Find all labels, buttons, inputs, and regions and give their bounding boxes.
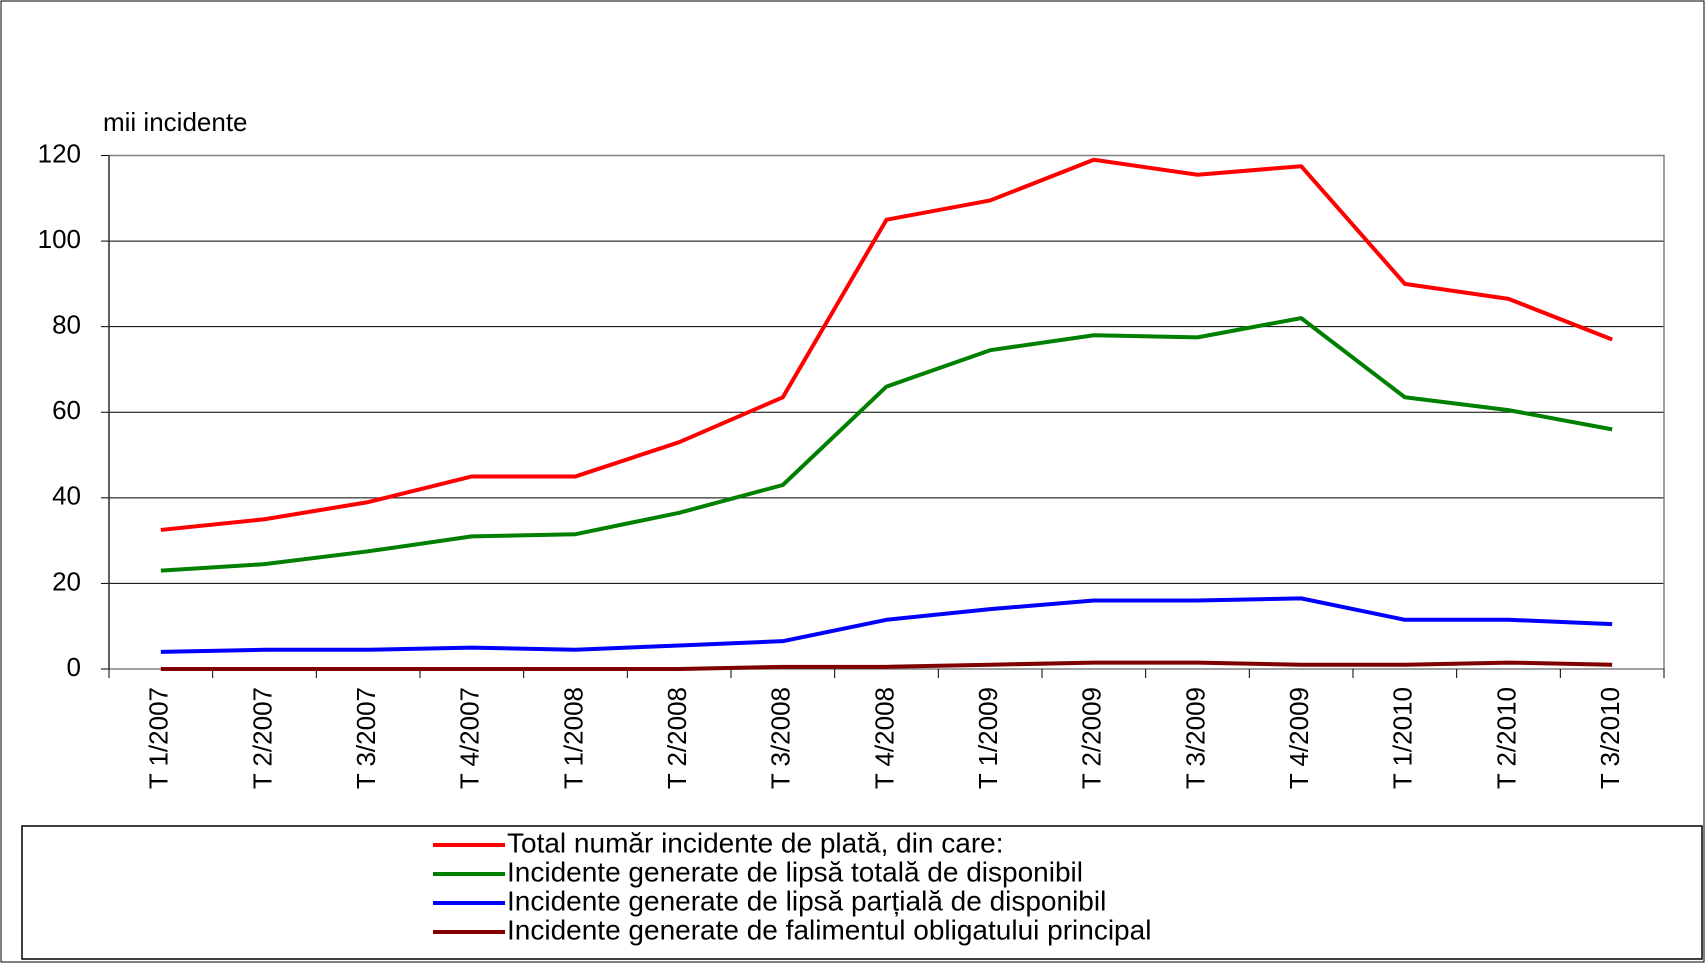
x-tick-label: T 4/2008 xyxy=(869,687,899,789)
y-tick-label: 120 xyxy=(38,138,81,168)
legend-box xyxy=(21,825,1703,960)
series-line xyxy=(160,316,1613,573)
y-tick-label: 60 xyxy=(52,395,81,425)
x-tick-label: T 2/2007 xyxy=(247,687,277,789)
x-tick-label: T 1/2007 xyxy=(144,687,174,789)
x-tick-label: T 3/2009 xyxy=(1180,687,1210,789)
x-tick-label: T 3/2008 xyxy=(766,687,796,789)
x-tick-label: T 4/2009 xyxy=(1284,687,1314,789)
x-tick-label: T 3/2007 xyxy=(351,687,381,789)
y-tick-label: 80 xyxy=(52,310,81,340)
legend-label: Incidente generate de falimentul obligat… xyxy=(507,914,1151,945)
legend: Total număr incidente de plată, din care… xyxy=(433,827,1151,945)
y-tick-label: 0 xyxy=(67,652,81,682)
y-tick-label: 100 xyxy=(38,224,81,254)
legend-label: Total număr incidente de plată, din care… xyxy=(507,827,1004,858)
series-line xyxy=(160,157,1613,532)
x-tick-label: T 2/2008 xyxy=(662,687,692,789)
y-tick-label: 20 xyxy=(52,566,81,596)
x-tick-label: T 2/2010 xyxy=(1491,687,1521,789)
legend-label: Incidente generate de lipsă parțială de … xyxy=(507,885,1106,916)
x-tick-label: T 1/2009 xyxy=(973,687,1003,789)
x-tick-label: T 1/2010 xyxy=(1388,687,1418,789)
x-tick-label: T 3/2010 xyxy=(1595,687,1625,789)
legend-label: Incidente generate de lipsă totală de di… xyxy=(507,856,1083,887)
series-line xyxy=(160,660,1613,671)
series-line xyxy=(160,596,1613,654)
y-tick-label: 40 xyxy=(52,481,81,511)
x-tick-label: T 4/2007 xyxy=(455,687,485,789)
y-axis-label: mii incidente xyxy=(103,107,248,137)
x-tick-label: T 2/2009 xyxy=(1077,687,1107,789)
x-tick-label: T 1/2008 xyxy=(558,687,588,789)
